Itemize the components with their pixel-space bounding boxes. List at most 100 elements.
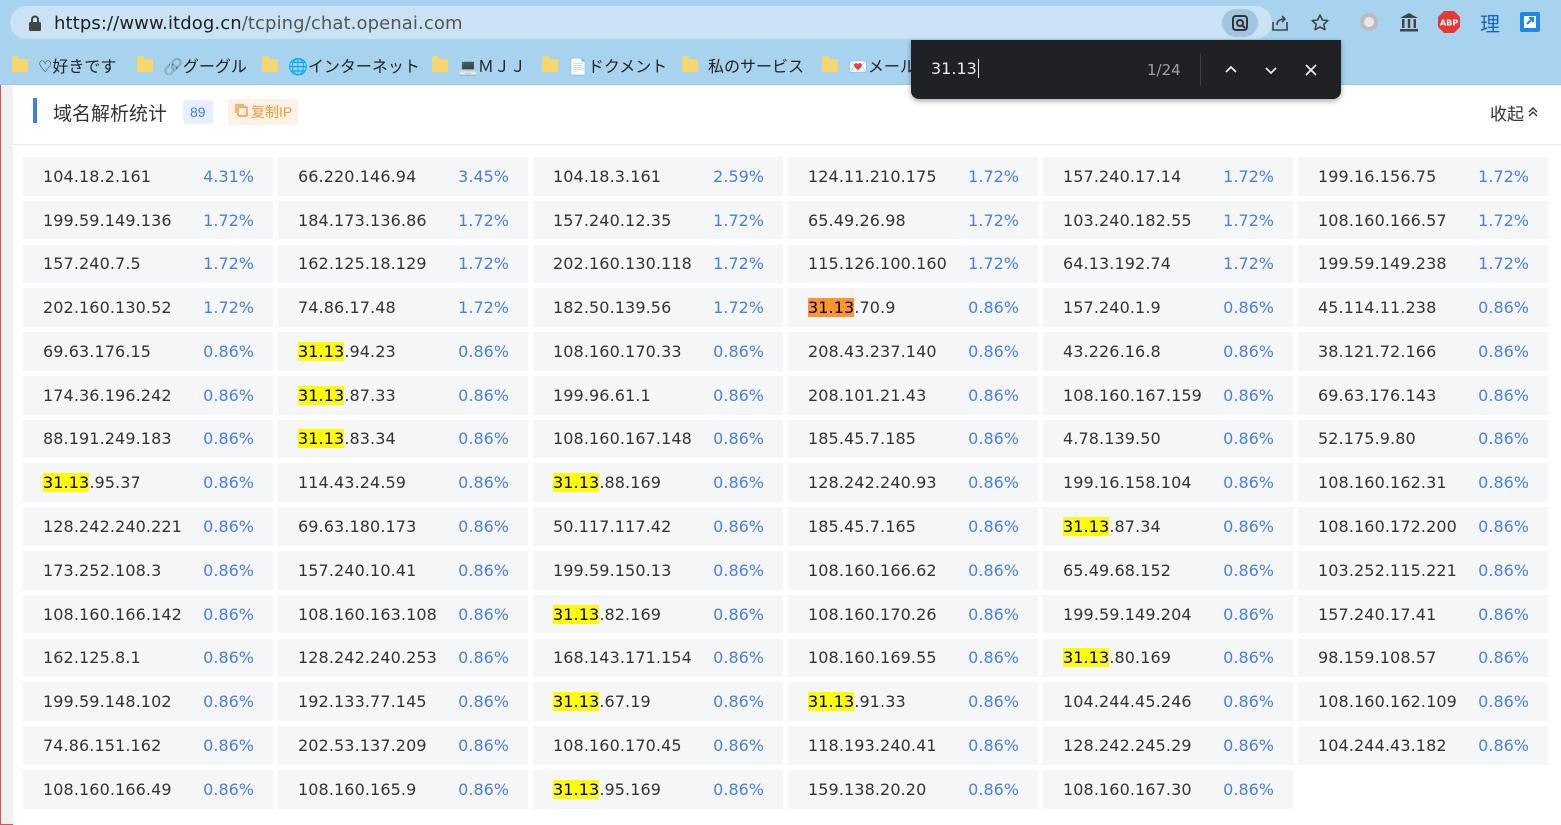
bookmark-item[interactable]: 私のサービス	[682, 53, 804, 77]
ip-percentage: 0.86%	[203, 648, 254, 668]
ip-text: 202.160.130.118	[553, 254, 692, 274]
copy-ip-button[interactable]: 复制IP	[228, 99, 299, 125]
bookmark-item[interactable]: 🔗グーグル	[137, 53, 247, 77]
ip-address: 74.86.17.48	[298, 298, 396, 317]
find-highlight: 31.13	[1063, 648, 1110, 668]
ip-entry: 128.242.240.93 0.86%	[788, 463, 1038, 503]
find-highlight: 31.13	[298, 341, 345, 361]
ip-entry: 108.160.165.9 0.86%	[278, 769, 528, 809]
ip-entry: 74.86.17.48 1.72%	[278, 288, 528, 327]
ip-address: 157.240.17.14	[1063, 167, 1181, 186]
folder-icon	[432, 55, 448, 72]
ip-entry: 202.53.137.209 0.86%	[278, 726, 528, 765]
ip-percentage: 1.72%	[1223, 166, 1274, 186]
ip-entry: 118.193.240.41 0.86%	[788, 726, 1038, 765]
ip-text: 108.160.166.49	[43, 779, 172, 799]
ip-address: 31.13.95.37	[43, 473, 141, 493]
bookmark-item[interactable]: 🌐インターネット	[262, 53, 420, 77]
bookmark-item[interactable]: 📄ドクメント	[542, 53, 667, 77]
ip-text: 98.159.108.57	[1318, 648, 1437, 668]
ip-percentage: 0.86%	[713, 692, 764, 712]
circle-extension-icon[interactable]	[1357, 10, 1381, 34]
ip-percentage: 0.86%	[1478, 473, 1529, 493]
ip-address: 159.138.20.20	[808, 780, 926, 799]
ip-entry: 185.45.7.165 0.86%	[788, 507, 1038, 546]
folder-icon	[682, 55, 698, 72]
ip-percentage: 0.86%	[713, 473, 764, 493]
ip-text: 108.160.166.57	[1318, 210, 1447, 230]
ip-entry: 74.86.151.162 0.86%	[23, 726, 273, 765]
ip-percentage: 0.86%	[968, 648, 1019, 668]
profile-extension-icon[interactable]	[1518, 10, 1542, 34]
chevron-down-icon[interactable]	[1258, 57, 1284, 83]
ip-entry: 104.244.45.246 0.86%	[1043, 682, 1293, 721]
ip-address: 50.117.117.42	[553, 517, 671, 536]
ip-entry: 108.160.166.142 0.86%	[23, 594, 273, 634]
ip-text: 108.160.162.31	[1318, 473, 1447, 493]
ip-percentage: 0.86%	[968, 298, 1019, 318]
ip-text: .83.34	[344, 429, 396, 449]
ip-address: 31.13.70.9	[808, 298, 896, 318]
ip-percentage: 0.86%	[458, 604, 509, 624]
ip-entry: 69.63.176.143 0.86%	[1298, 375, 1548, 415]
ip-address: 199.59.149.136	[43, 211, 172, 230]
close-icon[interactable]	[1298, 57, 1324, 83]
bookmark-item[interactable]: 💌メール	[822, 53, 916, 77]
share-icon[interactable]	[1268, 11, 1292, 35]
ip-text: .87.34	[1109, 517, 1161, 537]
ip-text: 185.45.7.185	[808, 429, 917, 449]
ip-text: 173.252.108.3	[43, 560, 162, 580]
ip-text: 199.59.149.204	[1063, 604, 1192, 624]
bookmark-item[interactable]: 💻ＭＪＪ	[432, 53, 526, 77]
ip-text: 157.240.1.9	[1063, 298, 1161, 318]
ip-percentage: 0.86%	[203, 385, 254, 405]
ip-text: 4.78.139.50	[1063, 429, 1161, 449]
ip-address: 38.121.72.166	[1318, 342, 1436, 361]
adblock-icon[interactable]: ABP	[1437, 10, 1461, 34]
ip-text: 69.63.176.143	[1318, 385, 1437, 405]
ip-percentage: 0.86%	[713, 560, 764, 580]
ip-percentage: 0.86%	[458, 341, 509, 361]
ip-entry: 115.126.100.160 1.72%	[788, 244, 1038, 284]
ip-entry: 162.125.18.129 1.72%	[278, 244, 528, 284]
folder-icon	[822, 55, 838, 72]
ip-address: 31.13.91.33	[808, 692, 906, 712]
ip-text: 88.191.249.183	[43, 429, 172, 449]
url-text[interactable]: https://www.itdog.cn/tcping/chat.openai.…	[54, 13, 463, 34]
lens-icon[interactable]	[1222, 9, 1258, 37]
ip-entry: 64.13.192.74 1.72%	[1043, 244, 1293, 284]
ip-address: 157.240.10.41	[298, 561, 416, 580]
ip-entry: 157.240.17.14 1.72%	[1043, 157, 1293, 196]
chevron-up-icon[interactable]	[1218, 57, 1244, 83]
collapse-button[interactable]: 收起	[1490, 100, 1539, 125]
ip-address: 45.114.11.238	[1318, 298, 1436, 317]
ip-entry: 31.13.67.19 0.86%	[533, 682, 783, 721]
ip-text: 104.18.2.161	[43, 166, 152, 186]
bank-extension-icon[interactable]	[1397, 10, 1421, 34]
find-input[interactable]: 31.13	[931, 59, 979, 78]
ip-text: 157.240.7.5	[43, 254, 141, 274]
lock-icon[interactable]	[28, 15, 42, 31]
ip-address: 65.49.68.152	[1063, 561, 1171, 580]
ip-address: 88.191.249.183	[43, 429, 172, 448]
ip-text: 74.86.17.48	[298, 298, 396, 318]
ip-address: 208.43.237.140	[808, 342, 937, 361]
bookmark-item[interactable]: ♡好きです	[12, 53, 116, 77]
ip-entry: 157.240.1.9 0.86%	[1043, 288, 1293, 327]
address-bar[interactable]: https://www.itdog.cn/tcping/chat.openai.…	[10, 6, 1329, 39]
ip-text: 124.11.210.175	[808, 166, 937, 186]
ip-percentage: 0.86%	[968, 735, 1019, 755]
ip-entry: 31.13.83.34 0.86%	[278, 419, 528, 459]
ip-percentage: 0.86%	[1478, 692, 1529, 712]
ip-percentage: 1.72%	[203, 210, 254, 230]
star-icon[interactable]	[1308, 11, 1332, 35]
ip-address: 162.125.18.129	[298, 254, 427, 273]
ip-percentage: 0.86%	[1223, 473, 1274, 493]
li-extension-icon[interactable]: 理	[1480, 11, 1500, 36]
ip-address: 108.160.167.148	[553, 429, 692, 448]
ip-percentage: 0.86%	[968, 692, 1019, 712]
ip-percentage: 0.86%	[1478, 298, 1529, 318]
ip-entry: 108.160.170.45 0.86%	[533, 726, 783, 765]
ip-address: 202.160.130.118	[553, 254, 692, 273]
ip-percentage: 0.86%	[458, 517, 509, 537]
